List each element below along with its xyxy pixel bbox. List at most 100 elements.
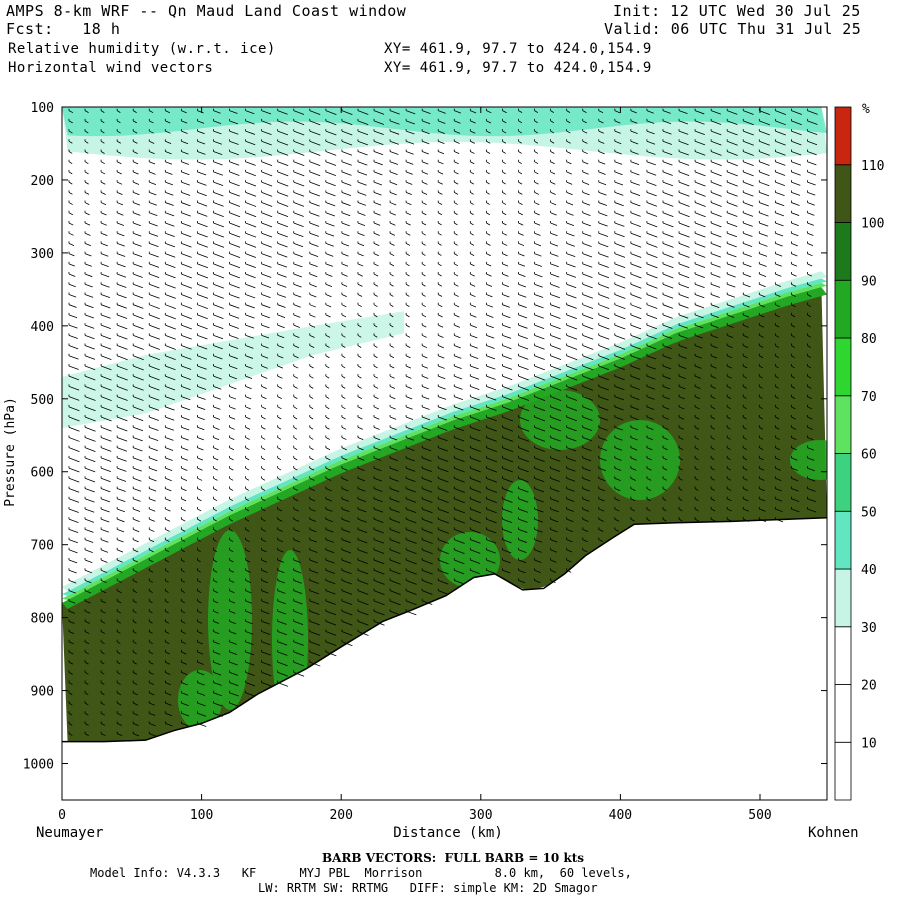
x-tick-label: 500 [748, 808, 771, 823]
wind-barb [678, 437, 684, 440]
wind-barb [373, 324, 378, 328]
wind-barb [807, 477, 816, 482]
wind-barb [213, 651, 221, 655]
wind-barb [309, 110, 321, 115]
wind-barb [743, 191, 754, 197]
wind-barb [807, 406, 813, 410]
wind-barb [807, 498, 817, 503]
wind-barb [389, 467, 399, 472]
wind-barb [486, 171, 490, 175]
wind-barb [422, 559, 433, 565]
y-tick-label: 400 [31, 320, 54, 335]
wind-barb [213, 498, 218, 502]
wind-barb [213, 375, 222, 380]
wind-barb [229, 569, 234, 573]
wind-barb [791, 416, 796, 420]
wind-barb [502, 253, 508, 257]
wind-barb [422, 467, 432, 472]
wind-barb [149, 181, 157, 186]
wind-barb [614, 406, 624, 411]
wind-barb [309, 222, 320, 227]
wind-barb [133, 263, 143, 268]
wind-barb [454, 273, 459, 277]
wind-barb [100, 345, 112, 350]
wind-barb [470, 528, 481, 534]
wind-barb [116, 559, 123, 563]
wind-barb [84, 375, 96, 381]
wind-barb [389, 406, 396, 410]
wind-barb [116, 140, 121, 144]
wind-barb [357, 253, 364, 257]
wind-barb [470, 539, 481, 544]
wind-barb [438, 110, 446, 114]
wind-barb [277, 396, 282, 400]
wind-barb [213, 243, 225, 248]
wind-barb [261, 253, 272, 258]
wind-barb [582, 345, 594, 350]
wind-barb [630, 365, 641, 370]
wind-barb [550, 477, 560, 482]
wind-barb [694, 253, 706, 258]
wind-barb [438, 365, 445, 369]
wind-barb [373, 467, 382, 472]
wind-barb [213, 467, 218, 471]
wind-barb [534, 416, 546, 422]
wind-barb [502, 283, 510, 288]
wind-barb [309, 191, 320, 197]
wind-barb [181, 324, 192, 330]
wind-barb [470, 518, 481, 524]
wind-barb [598, 202, 608, 206]
wind-barb [325, 426, 330, 430]
wind-barb [646, 273, 658, 279]
wind-barb [68, 253, 75, 257]
wind-barb [149, 232, 159, 237]
wind-barb [181, 488, 187, 492]
wind-barb [341, 590, 353, 595]
wind-barb [261, 396, 267, 400]
wind-barb [100, 191, 106, 195]
wind-barb [598, 396, 609, 401]
wind-barb [133, 171, 139, 175]
wind-barb [261, 273, 272, 278]
wind-barb [213, 396, 221, 400]
wind-barb [341, 161, 352, 166]
wind-barb [710, 355, 718, 359]
wind-barb [100, 253, 109, 257]
wind-barb [614, 294, 626, 299]
wind-barb [405, 559, 417, 565]
wind-barb [743, 488, 749, 492]
wind-barb [518, 467, 529, 473]
wind-barb [614, 151, 622, 155]
wind-barb [149, 191, 157, 196]
wind-barb [486, 426, 497, 432]
wind-barb [582, 528, 589, 532]
wind-barb [68, 396, 80, 401]
wind-barb [261, 232, 273, 238]
wind-barb [727, 202, 738, 207]
wind-barb [229, 477, 234, 481]
wind-barb [743, 477, 748, 481]
wind-barb [325, 498, 333, 502]
wind-barb [534, 304, 544, 309]
wind-barb [405, 406, 413, 410]
wind-barb [229, 580, 235, 583]
wind-barb [325, 161, 337, 166]
wind-barb [646, 232, 658, 238]
wind-barb [133, 508, 141, 512]
wind-barb [133, 671, 138, 675]
wind-barb [807, 161, 817, 166]
wind-barb [68, 692, 73, 696]
wind-barb [245, 222, 257, 228]
wind-barb [775, 181, 785, 186]
wind-barb [84, 651, 89, 655]
wind-barb [117, 273, 127, 278]
wind-barb [293, 181, 305, 187]
wind-barb [662, 314, 673, 319]
wind-barb [791, 202, 800, 206]
wind-barb [84, 304, 94, 309]
wind-barb [502, 304, 510, 308]
moist-cell [208, 530, 252, 710]
wind-barb [357, 130, 369, 136]
wind-barb [405, 151, 414, 155]
wind-barb [566, 120, 571, 124]
